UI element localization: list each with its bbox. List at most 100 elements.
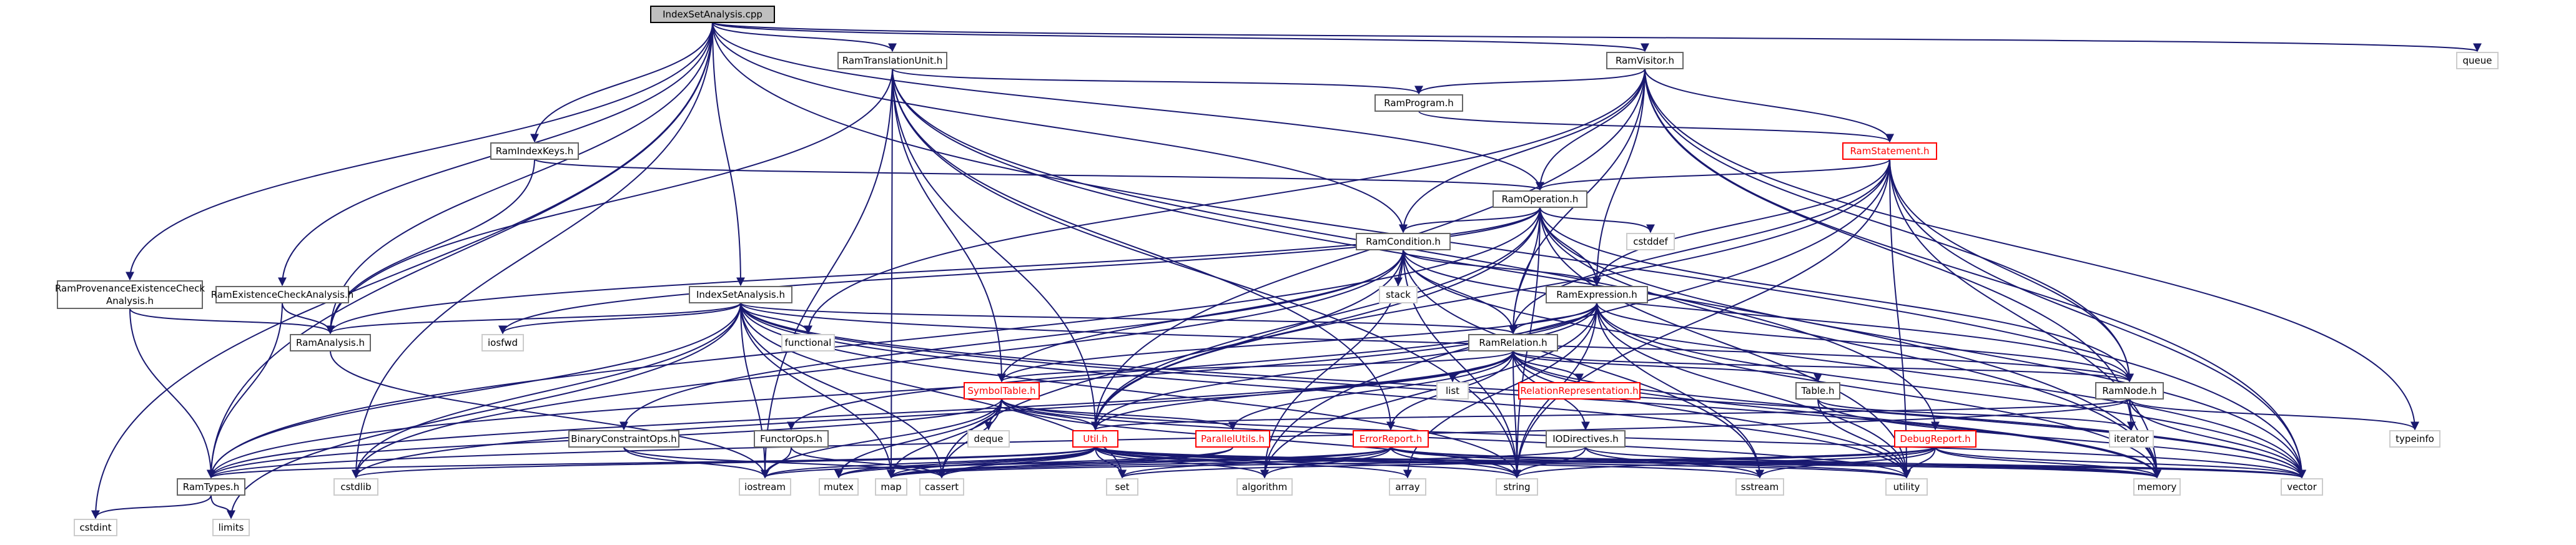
edge-rt-to-limits [211, 495, 231, 518]
node-ram-existence-check-analysis-h[interactable]: RamExistenceCheckAnalysis.h [211, 287, 354, 303]
node-io-directives-h[interactable]: IODirectives.h [1546, 431, 1625, 447]
svg-text:typeinfo: typeinfo [2396, 433, 2434, 444]
svg-text:RamStatement.h: RamStatement.h [1850, 145, 1929, 157]
node-symbol-table-h[interactable]: SymbolTable.h [964, 383, 1039, 399]
node-limits[interactable]: limits [213, 519, 249, 536]
node-util-h[interactable]: Util.h [1073, 431, 1118, 447]
node-index-set-analysis-h[interactable]: IndexSetAnalysis.h [689, 287, 792, 303]
edge-rv-to-rp [1419, 69, 1645, 94]
node-sstream[interactable]: sstream [1736, 479, 1784, 495]
node-table-h[interactable]: Table.h [1796, 383, 1840, 399]
svg-text:cstdlib: cstdlib [340, 481, 371, 493]
edge-rtu-to-ra [330, 69, 892, 333]
node-map[interactable]: map [876, 479, 907, 495]
svg-text:vector: vector [2287, 481, 2317, 493]
node-ram-statement-h[interactable]: RamStatement.h [1843, 143, 1937, 159]
edge-rv-to-rn [1645, 69, 2129, 381]
node-ram-relation-h[interactable]: RamRelation.h [1469, 335, 1557, 351]
svg-text:queue: queue [2463, 55, 2492, 66]
node-stack[interactable]: stack [1379, 287, 1417, 303]
node-ram-node-h[interactable]: RamNode.h [2096, 383, 2163, 399]
edge-util-to-rt [211, 447, 1095, 478]
svg-text:stack: stack [1386, 289, 1411, 300]
svg-text:RamVisitor.h: RamVisitor.h [1616, 55, 1674, 66]
edge-root-to-rik [535, 22, 713, 142]
svg-text:DebugReport.h: DebugReport.h [1900, 433, 1970, 444]
svg-text:IndexSetAnalysis.h: IndexSetAnalysis.h [696, 289, 785, 300]
svg-text:RamIndexKeys.h: RamIndexKeys.h [496, 145, 573, 157]
node-relation-representation-h[interactable]: RelationRepresentation.h [1519, 383, 1640, 399]
svg-text:Analysis.h: Analysis.h [106, 295, 154, 307]
node-typeinfo[interactable]: typeinfo [2390, 431, 2440, 447]
edge-rv-to-ro [1540, 69, 1645, 190]
node-ram-condition-h[interactable]: RamCondition.h [1356, 233, 1450, 250]
node-ram-provenance-existence-check-analysis-h[interactable]: RamProvenanceExistenceCheck Analysis.h [55, 281, 205, 308]
svg-text:map: map [881, 481, 901, 493]
edge-root-to-isah [713, 22, 741, 285]
node-error-report-h[interactable]: ErrorReport.h [1353, 431, 1428, 447]
svg-text:array: array [1395, 481, 1419, 493]
node-cstdint[interactable]: cstdint [74, 519, 117, 536]
edge-rtu-to-st [892, 69, 1002, 381]
node-deque[interactable]: deque [968, 431, 1009, 447]
node-ram-types-h[interactable]: RamTypes.h [177, 479, 245, 495]
node-string[interactable]: string [1496, 479, 1537, 495]
node-memory[interactable]: memory [2134, 479, 2180, 495]
edge-rt-to-cstdint [96, 495, 211, 518]
edge-isah-to-rt [211, 303, 741, 478]
edge-rv-to-typeinfo [1645, 69, 2415, 430]
svg-text:RelationRepresentation.h: RelationRepresentation.h [1520, 385, 1638, 396]
node-ram-program-h[interactable]: RamProgram.h [1375, 95, 1463, 111]
edge-root-to-cstdlib [356, 22, 713, 478]
edge-isah-to-cstdlib [356, 303, 741, 478]
svg-text:RamRelation.h: RamRelation.h [1479, 337, 1547, 348]
svg-text:RamExistenceCheckAnalysis.h: RamExistenceCheckAnalysis.h [211, 289, 354, 300]
edge-rpe-to-rt [130, 308, 211, 478]
node-mutex[interactable]: mutex [819, 479, 858, 495]
svg-text:sstream: sstream [1741, 481, 1779, 493]
node-cassert[interactable]: cassert [920, 479, 964, 495]
svg-text:set: set [1115, 481, 1130, 493]
edge-rn-to-typeinfo [2129, 399, 2415, 430]
node-parallel-utils-h[interactable]: ParallelUtils.h [1196, 431, 1270, 447]
svg-text:RamExpression.h: RamExpression.h [1556, 289, 1637, 300]
node-cstdlib[interactable]: cstdlib [334, 479, 378, 495]
node-ram-expression-h[interactable]: RamExpression.h [1546, 287, 1647, 303]
node-iosfwd[interactable]: iosfwd [482, 335, 523, 351]
node-iterator[interactable]: iterator [2110, 431, 2153, 447]
node-queue[interactable]: queue [2457, 52, 2498, 69]
node-binary-constraint-ops-h[interactable]: BinaryConstraintOps.h [569, 431, 679, 447]
node-algorithm[interactable]: algorithm [1237, 479, 1292, 495]
node-iostream[interactable]: iostream [739, 479, 791, 495]
node-functional[interactable]: functional [782, 335, 834, 351]
node-array[interactable]: array [1389, 479, 1426, 495]
node-cstddef[interactable]: cstddef [1627, 233, 1674, 250]
svg-text:Table.h: Table.h [1800, 385, 1834, 396]
svg-text:cassert: cassert [925, 481, 959, 493]
edge-rc-to-vector [1403, 250, 2302, 478]
svg-text:list: list [1446, 385, 1459, 396]
node-ram-translation-unit-h[interactable]: RamTranslationUnit.h [838, 52, 947, 69]
edge-re-to-fo [791, 303, 1597, 430]
node-ram-operation-h[interactable]: RamOperation.h [1493, 191, 1587, 207]
svg-text:functional: functional [785, 337, 832, 348]
node-list[interactable]: list [1437, 383, 1468, 399]
node-utility[interactable]: utility [1886, 479, 1927, 495]
edge-rp-to-rs [1419, 111, 1890, 142]
svg-text:RamProgram.h: RamProgram.h [1384, 97, 1453, 109]
edge-root-to-rt [211, 22, 713, 478]
node-ram-analysis-h[interactable]: RamAnalysis.h [290, 335, 370, 351]
svg-text:mutex: mutex [824, 481, 854, 493]
node-index-set-analysis-cpp[interactable]: IndexSetAnalysis.cpp [651, 6, 774, 22]
edge-ro-to-cstddef [1540, 207, 1651, 232]
node-vector[interactable]: vector [2281, 479, 2322, 495]
edge-root-to-rpe [130, 22, 713, 280]
svg-text:limits: limits [219, 522, 244, 533]
node-functor-ops-h[interactable]: FunctorOps.h [754, 431, 828, 447]
edge-isah-to-ra [330, 303, 741, 333]
svg-text:string: string [1503, 481, 1530, 493]
node-set[interactable]: set [1107, 479, 1138, 495]
node-ram-index-keys-h[interactable]: RamIndexKeys.h [491, 143, 578, 159]
node-ram-visitor-h[interactable]: RamVisitor.h [1607, 52, 1683, 69]
node-debug-report-h[interactable]: DebugReport.h [1895, 431, 1976, 447]
